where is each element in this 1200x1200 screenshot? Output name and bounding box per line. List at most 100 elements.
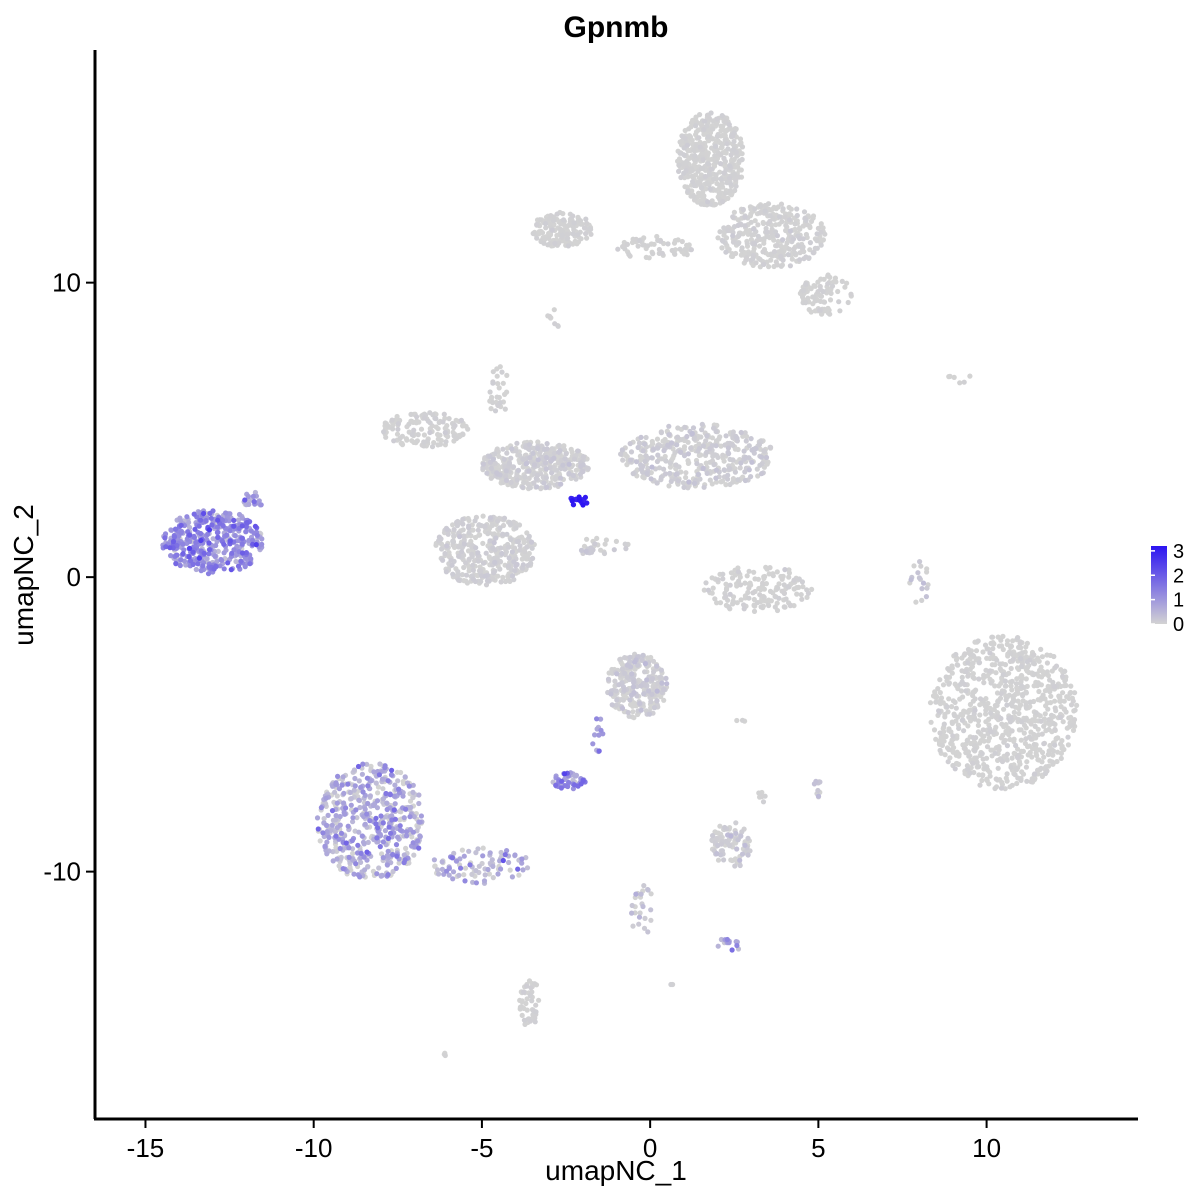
data-point [761, 448, 767, 454]
data-point [953, 705, 959, 711]
data-point [457, 534, 463, 540]
data-point [767, 565, 773, 571]
data-point [842, 284, 848, 290]
data-point [198, 568, 204, 574]
data-point [337, 822, 343, 828]
data-point [950, 733, 956, 739]
data-point [749, 232, 755, 238]
data-point [1060, 690, 1066, 696]
data-point [460, 431, 466, 437]
data-point [808, 218, 815, 224]
data-point [751, 569, 757, 575]
data-point [703, 438, 709, 444]
data-point [449, 855, 455, 861]
data-point [584, 220, 590, 226]
data-point [685, 439, 691, 445]
data-point [804, 594, 810, 601]
data-point [465, 515, 471, 522]
data-point [700, 465, 706, 471]
data-point [1000, 672, 1006, 678]
data-point [828, 290, 834, 296]
data-point [768, 444, 774, 450]
data-point [661, 686, 667, 693]
data-point [726, 465, 733, 472]
data-point [456, 572, 462, 578]
data-point [414, 438, 420, 444]
data-point [713, 467, 720, 473]
data-point [498, 545, 504, 551]
data-point [375, 790, 381, 796]
data-point [778, 263, 784, 269]
data-point [411, 852, 417, 858]
data-point [552, 240, 558, 246]
data-point [1069, 722, 1075, 728]
data-point [781, 604, 788, 610]
data-point [973, 648, 980, 654]
data-point [538, 486, 544, 492]
data-point [459, 847, 465, 853]
data-point [491, 540, 497, 546]
data-point [988, 710, 994, 716]
data-point [343, 805, 349, 811]
data-point [628, 457, 634, 463]
data-point [362, 821, 368, 827]
data-point [810, 213, 817, 219]
data-point [578, 547, 585, 554]
data-point [1004, 757, 1010, 763]
data-point [402, 774, 408, 780]
data-point [460, 527, 466, 533]
data-point [356, 778, 362, 784]
data-point [712, 201, 719, 207]
data-point [659, 250, 665, 256]
data-point [727, 175, 733, 181]
data-point [681, 152, 687, 158]
data-point [725, 445, 732, 451]
data-point [1030, 777, 1036, 783]
data-point [775, 585, 781, 591]
data-point [418, 426, 425, 432]
data-point [768, 229, 774, 235]
data-point [814, 245, 820, 251]
data-point [374, 871, 380, 877]
data-point [692, 157, 698, 163]
data-point [845, 299, 851, 306]
data-point [629, 671, 635, 677]
data-point [743, 454, 749, 461]
data-point [1013, 742, 1019, 749]
data-point [1024, 759, 1030, 765]
data-point [640, 652, 646, 659]
data-point [987, 655, 993, 662]
data-point [323, 822, 330, 829]
data-point [521, 480, 527, 486]
data-point [957, 380, 963, 386]
data-point [466, 565, 472, 572]
data-point [526, 468, 532, 474]
data-point [1023, 703, 1029, 709]
data-point [1059, 745, 1065, 752]
data-point [603, 537, 610, 543]
data-point [680, 134, 686, 140]
data-point [801, 256, 807, 262]
data-point [727, 188, 733, 194]
data-point [698, 452, 704, 458]
data-point [668, 981, 674, 988]
data-point [654, 663, 660, 669]
data-point [635, 243, 641, 249]
data-point [524, 996, 530, 1002]
data-point [735, 222, 741, 228]
data-point [702, 173, 708, 180]
data-point [583, 548, 589, 554]
data-point [751, 602, 757, 609]
data-point [981, 672, 987, 679]
data-point [324, 851, 330, 857]
data-point [625, 709, 631, 716]
data-point [433, 416, 439, 422]
data-point [477, 568, 484, 574]
data-point [490, 863, 496, 870]
data-point [746, 568, 752, 574]
data-point [719, 113, 725, 119]
data-point [359, 833, 365, 839]
data-point [394, 769, 400, 775]
data-point [171, 534, 177, 540]
data-point [713, 438, 720, 444]
